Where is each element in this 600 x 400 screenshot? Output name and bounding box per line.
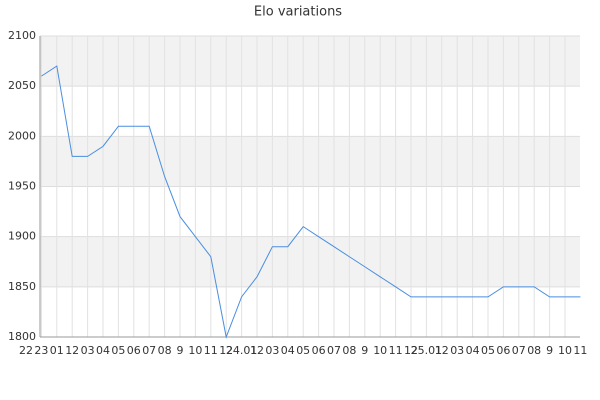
- x-tick-label: 24.01: [226, 344, 258, 357]
- line-series: [41, 65, 581, 339]
- x-tick-label: 11: [389, 344, 403, 357]
- y-tick-label: 2000: [8, 129, 36, 142]
- x-tick-label: 23: [34, 344, 48, 357]
- x-tick-label: 12: [404, 344, 418, 357]
- x-tick-label: 03: [450, 344, 464, 357]
- x-tick-label: 03: [265, 344, 279, 357]
- x-tick-label: 12: [435, 344, 449, 357]
- y-tick-label: 1950: [8, 180, 36, 193]
- y-tick-label: 1850: [8, 280, 36, 293]
- grid-band: [40, 236, 580, 287]
- x-tick-label: 12: [219, 344, 233, 357]
- x-tick-label: 9: [546, 344, 553, 357]
- x-tick-label: 08: [342, 344, 356, 357]
- y-tick-label: 1900: [8, 230, 36, 243]
- x-tick-label: 06: [127, 344, 141, 357]
- x-tick-label: 11: [573, 344, 587, 357]
- x-tick-label: 07: [512, 344, 526, 357]
- x-tick-label: 25.01: [411, 344, 443, 357]
- x-tick-label: 11: [204, 344, 218, 357]
- x-tick-label: 9: [361, 344, 368, 357]
- x-tick-label: 9: [177, 344, 184, 357]
- y-tick-label: 1800: [8, 330, 36, 343]
- y-tick-label: 2050: [8, 79, 36, 92]
- x-tick-label: 04: [281, 344, 295, 357]
- x-tick-label: 05: [481, 344, 495, 357]
- x-tick-label: 08: [158, 344, 172, 357]
- x-tick-label: 03: [81, 344, 95, 357]
- x-tick-label: 22: [19, 344, 33, 357]
- x-tick-label: 01: [50, 344, 64, 357]
- x-tick-label: 07: [142, 344, 156, 357]
- x-tick-label: 10: [558, 344, 572, 357]
- x-tick-label: 04: [96, 344, 110, 357]
- x-tick-label: 05: [296, 344, 310, 357]
- x-tick-label: 12: [250, 344, 264, 357]
- x-tick-label: 05: [111, 344, 125, 357]
- x-tick-label: 06: [312, 344, 326, 357]
- grid-band: [40, 36, 580, 87]
- x-tick-label: 06: [496, 344, 510, 357]
- y-tick-label: 2100: [8, 29, 36, 42]
- x-tick-label: 10: [373, 344, 387, 357]
- grid-band: [40, 136, 580, 187]
- x-tick-label: 04: [466, 344, 480, 357]
- x-tick-label: 07: [327, 344, 341, 357]
- chart-title: Elo variations: [254, 5, 342, 20]
- x-tick-label: 08: [527, 344, 541, 357]
- x-tick-label: 12: [65, 344, 79, 357]
- x-tick-label: 10: [188, 344, 202, 357]
